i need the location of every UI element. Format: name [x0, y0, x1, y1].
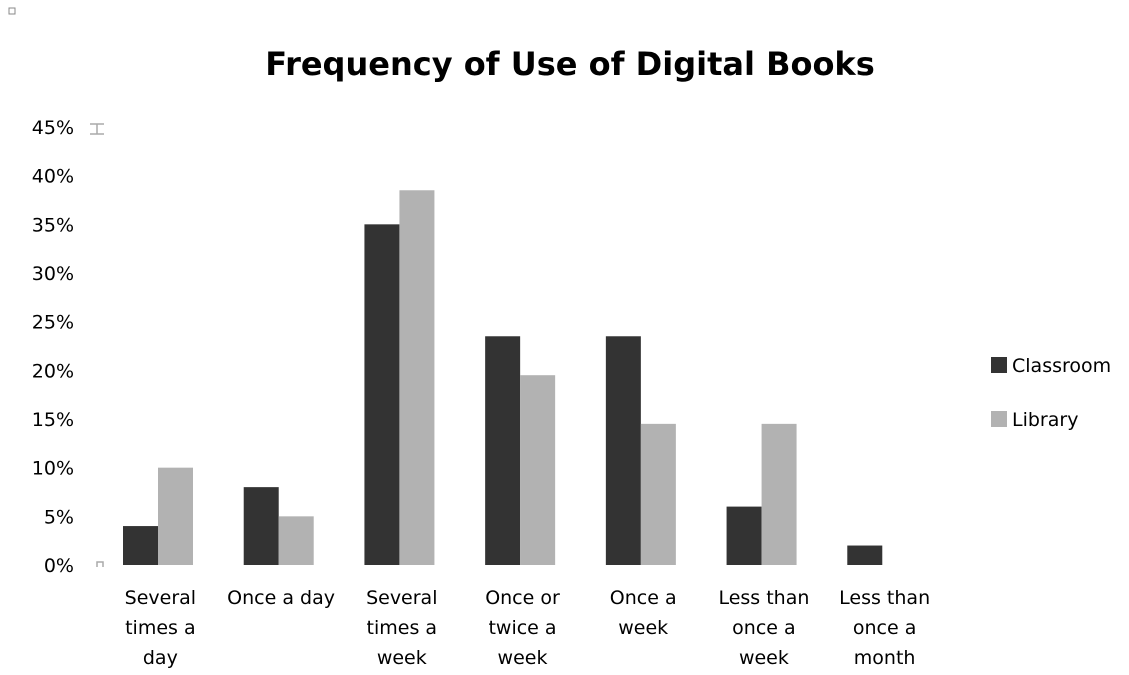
bar-classroom-2 [364, 224, 400, 566]
legend-swatch-classroom [991, 357, 1007, 373]
bar-classroom-4 [605, 336, 641, 565]
x-category-label: Once or [485, 587, 560, 609]
x-axis: Several times a day Once a day Several times … [125, 587, 930, 669]
bar-classroom-1 [243, 487, 279, 565]
y-tick-label: 45% [32, 117, 74, 139]
y-tick-label: 40% [32, 166, 74, 188]
x-category-label: times a [125, 617, 196, 639]
bar-library-0 [158, 467, 193, 565]
x-category-label: day [143, 647, 178, 669]
y-tick-label: 10% [32, 458, 74, 480]
bar-library-3 [520, 375, 556, 565]
bar-library-1 [278, 516, 314, 565]
x-category-label: Several [125, 587, 196, 609]
x-category-label: Less than [718, 587, 809, 609]
x-category-label: week [618, 617, 668, 639]
legend-label-library: Library [1012, 409, 1078, 431]
bar-classroom-0 [123, 526, 158, 565]
y-tick-label: 5% [44, 506, 74, 528]
bar-library-2 [399, 190, 435, 565]
x-category-label: once a [732, 617, 796, 639]
y-axis: 0% 5% 10% 15% 20% 25% 30% 35% 40% 45% [32, 117, 104, 577]
x-category-label: week [498, 647, 548, 669]
x-category-label: week [739, 647, 789, 669]
y-axis-bottom-mark [96, 561, 104, 567]
x-category-label: Less than [839, 587, 930, 609]
y-tick-label: 0% [44, 555, 74, 577]
legend-label-classroom: Classroom [1012, 355, 1111, 377]
corner-handle [8, 7, 16, 15]
y-tick-label: 30% [32, 263, 74, 285]
x-category-label: twice a [488, 617, 556, 639]
legend-swatch-library [991, 411, 1007, 427]
y-tick-label: 20% [32, 360, 74, 382]
bar-classroom-5 [726, 506, 762, 565]
x-category-label: week [377, 647, 427, 669]
y-tick-label: 25% [32, 312, 74, 334]
y-axis-top-mark [90, 123, 104, 135]
bar-library-4 [640, 423, 676, 565]
bar-classroom-3 [485, 336, 521, 565]
x-category-label: times a [367, 617, 438, 639]
legend: Classroom Library [991, 355, 1111, 431]
x-category-label: Once a day [227, 587, 335, 609]
x-category-label: Several [366, 587, 437, 609]
y-tick-label: 15% [32, 409, 74, 431]
bar-library-5 [761, 423, 797, 565]
x-category-label: Once a [610, 587, 677, 609]
x-category-label: month [854, 647, 916, 669]
y-tick-label: 35% [32, 214, 74, 236]
bars [123, 190, 883, 566]
bar-classroom-6 [847, 545, 883, 565]
chart-title: Frequency of Use of Digital Books [265, 45, 875, 83]
x-category-label: once a [853, 617, 917, 639]
